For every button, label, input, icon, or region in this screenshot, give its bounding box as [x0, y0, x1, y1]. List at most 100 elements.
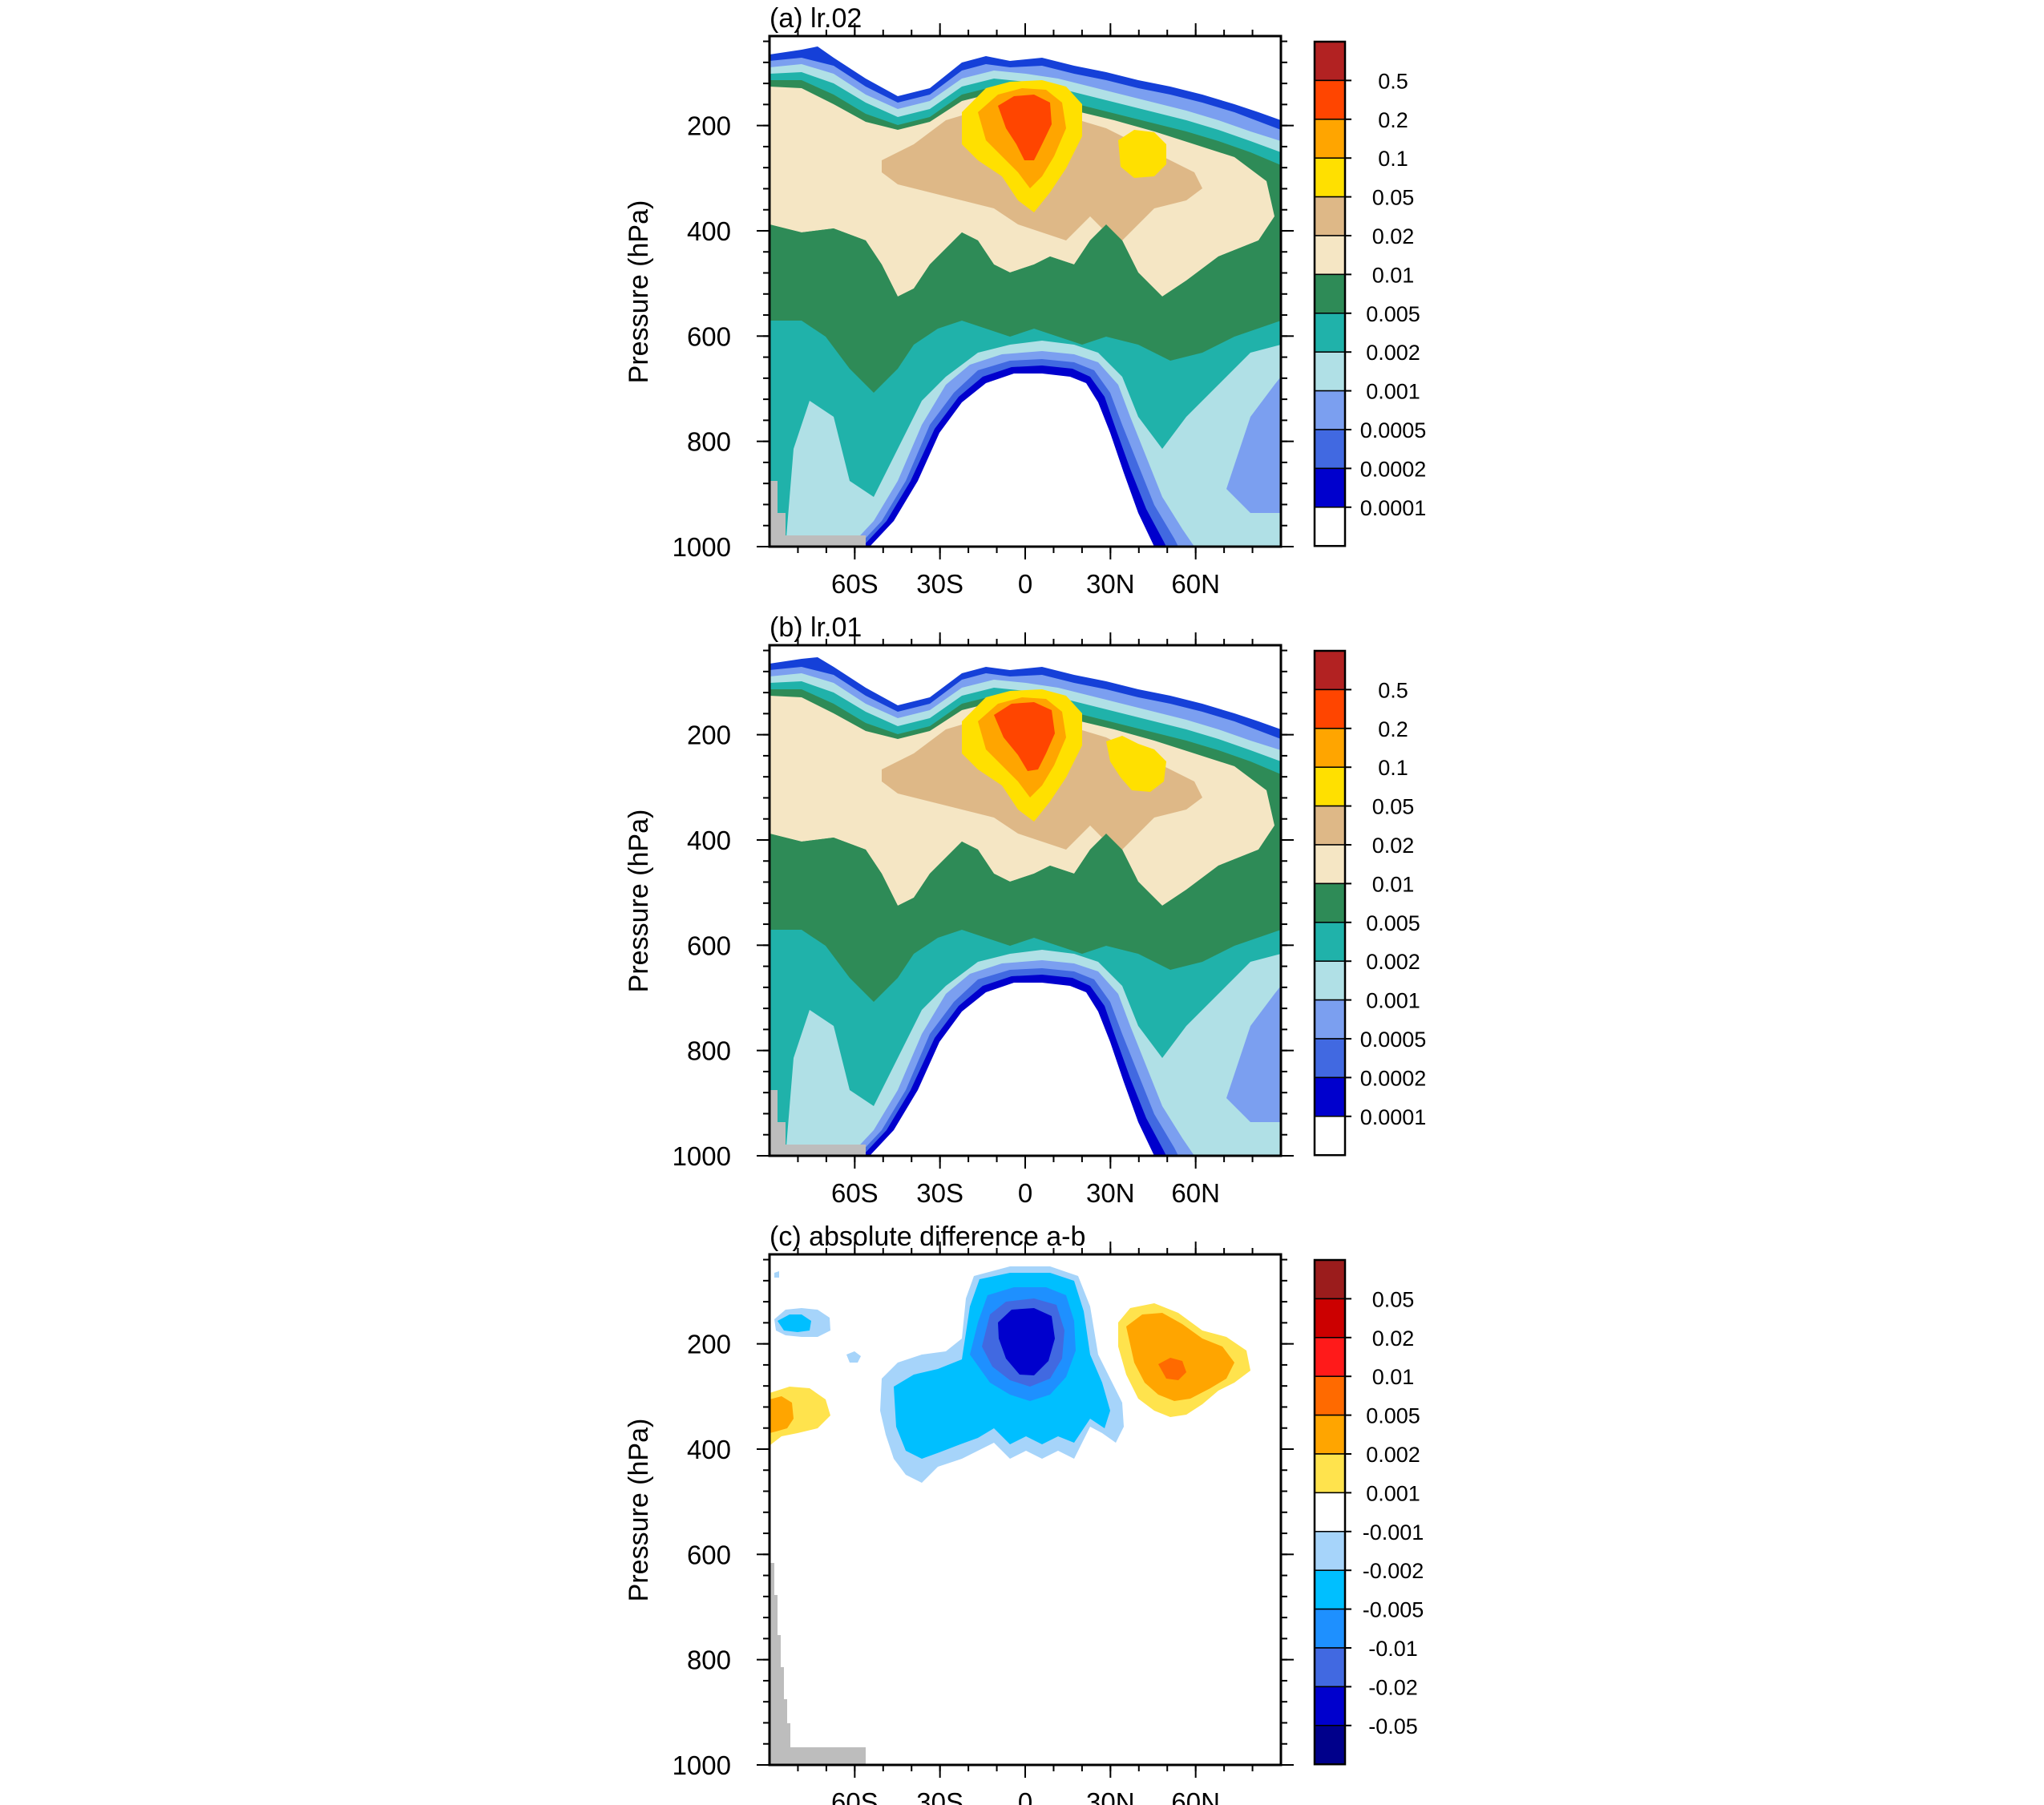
colorbar-label: 0.02: [1372, 1326, 1415, 1351]
colorbar-swatch: [1314, 1569, 1346, 1610]
y-tick-label: 800: [687, 1036, 731, 1066]
colorbar-swatch: [1314, 196, 1346, 236]
colorbar-swatch: [1314, 1531, 1346, 1571]
colorbar-swatch: [1314, 1259, 1346, 1300]
x-tick-label: 30N: [1086, 1787, 1135, 1805]
colorbar-swatch: [1314, 467, 1346, 508]
y-tick-label: 1000: [673, 1750, 731, 1780]
colorbar-label: 0.001: [1366, 380, 1420, 404]
panel-a-colorbar: 0.5 0.2 0.1 0.05 0.02 0.01 0.005 0.002 0.001 0.00…: [1313, 40, 1427, 547]
panel-c-ticks: 60S 30S 0 30N 60N 200 400 600 800 1000: [673, 1242, 1294, 1805]
colorbar-frame: [1313, 1258, 1347, 1766]
colorbar-frame: [1313, 649, 1347, 1157]
colorbar-swatch: [1314, 313, 1346, 353]
contour-fill-0.002-nh: [1126, 1313, 1234, 1401]
x-tick-label: 0: [1018, 1178, 1032, 1208]
mask-gray: [770, 1563, 866, 1765]
colorbar-label: 0.002: [1366, 950, 1420, 974]
panel-c-colorbar: 0.05 0.02 0.01 0.005 0.002 0.001 -0.001 -0.002 -…: [1313, 1258, 1424, 1766]
contour-fill-0.2: [998, 95, 1052, 160]
x-tick-label: 60N: [1171, 1787, 1220, 1805]
colorbar-swatch: [1314, 922, 1346, 962]
colorbar-label: 0.002: [1366, 341, 1420, 365]
colorbar-label: 0.2: [1378, 108, 1408, 132]
x-tick-label: 0: [1018, 1787, 1032, 1805]
y-tick-label: 600: [687, 931, 731, 960]
colorbar-swatch: [1314, 1298, 1346, 1339]
colorbar-swatch: [1314, 1686, 1346, 1726]
colorbar-swatch: [1314, 1038, 1346, 1079]
y-tick-label: 200: [687, 721, 731, 750]
colorbar-label: -0.001: [1363, 1520, 1424, 1545]
colorbar-swatch: [1314, 882, 1346, 923]
colorbar-label: 0.0002: [1360, 457, 1427, 481]
contour-fill-neg-0.02-eq: [998, 1308, 1055, 1375]
y-tick-label: 800: [687, 1645, 731, 1675]
y-tick-label: 200: [687, 111, 731, 141]
colorbar-label: 0.5: [1378, 678, 1408, 702]
x-tick-label: 60S: [831, 569, 879, 599]
colorbar-label: 0.005: [1366, 911, 1420, 935]
panel-c-field: [770, 1266, 1250, 1765]
colorbar-swatch: [1314, 1076, 1346, 1117]
panel-a-ticks: 60S 30S 0 30N 60N 200 400 600 800 1000: [673, 23, 1294, 599]
colorbar-swatch: [1314, 1647, 1346, 1688]
y-tick-label: 600: [687, 321, 731, 351]
colorbar-label: 0.0005: [1360, 1028, 1427, 1052]
contour-fill-0.05-north: [1118, 130, 1166, 178]
colorbar-swatch: [1314, 1608, 1346, 1649]
colorbar-label: -0.005: [1363, 1598, 1424, 1622]
panel-b-title: (b) lr.01: [770, 612, 862, 643]
colorbar-swatch: [1314, 999, 1346, 1040]
colorbar-swatch: [1314, 235, 1346, 276]
colorbar-swatch: [1314, 960, 1346, 1001]
colorbar-label: 0.0001: [1360, 1105, 1427, 1129]
panel-b-ticks: 60S 30S 0 30N 60N 200 400 600 800 1000: [673, 632, 1294, 1208]
colorbar-label: 0.5: [1378, 69, 1408, 93]
panel-b-ylabel: Pressure (hPa): [624, 810, 654, 993]
colorbar-label: 0.01: [1372, 263, 1415, 287]
colorbar-swatch: [1314, 1492, 1346, 1532]
colorbar-label: 0.0005: [1360, 418, 1427, 442]
colorbar-label: 0.05: [1372, 795, 1415, 819]
y-tick-label: 200: [687, 1330, 731, 1359]
colorbar-label: 0.0002: [1360, 1066, 1427, 1090]
colorbar-label: -0.01: [1368, 1637, 1418, 1661]
colorbar-label: 0.01: [1372, 872, 1415, 896]
colorbar-label: 0.001: [1366, 989, 1420, 1013]
panel-a-field: [770, 46, 1281, 547]
colorbar-swatch: [1314, 650, 1346, 691]
panel-a-ylabel: Pressure (hPa): [624, 200, 654, 384]
colorbar-swatch: [1314, 1375, 1346, 1416]
mask-gray: [770, 481, 866, 547]
y-tick-label: 400: [687, 1435, 731, 1464]
colorbar-label: 0.0001: [1360, 496, 1427, 520]
colorbar-label: 0.005: [1366, 1404, 1420, 1428]
y-tick-label: 1000: [673, 1141, 731, 1171]
colorbar-swatch: [1314, 41, 1346, 82]
colorbar-swatch: [1314, 429, 1346, 470]
colorbar-swatch: [1314, 1116, 1346, 1156]
x-tick-label: 60S: [831, 1787, 879, 1805]
colorbar-swatch: [1314, 119, 1346, 159]
y-tick-label: 400: [687, 216, 731, 246]
colorbar-label: 0.001: [1366, 1481, 1420, 1505]
contour-fill-0.2: [994, 702, 1055, 771]
panel-b-colorbar: 0.5 0.2 0.1 0.05 0.02 0.01 0.005 0.002 0.001 0.00…: [1313, 649, 1427, 1157]
contour-fill-0.002-sh: [770, 1396, 794, 1433]
x-tick-label: 30N: [1086, 569, 1135, 599]
y-tick-label: 800: [687, 427, 731, 457]
y-tick-label: 400: [687, 826, 731, 855]
colorbar-swatch: [1314, 805, 1346, 846]
contour-fill-0.005-lower: [770, 208, 1281, 393]
colorbar-label: 0.2: [1378, 717, 1408, 741]
contour-fill-neg-0.001-dot: [846, 1351, 861, 1363]
y-tick-label: 1000: [673, 532, 731, 562]
mask-gray: [770, 1090, 866, 1156]
colorbar-swatch: [1314, 351, 1346, 392]
colorbar-swatch: [1314, 1453, 1346, 1494]
y-tick-label: 600: [687, 1540, 731, 1569]
panel-c-ylabel: Pressure (hPa): [624, 1419, 654, 1602]
colorbar-swatch: [1314, 1725, 1346, 1765]
